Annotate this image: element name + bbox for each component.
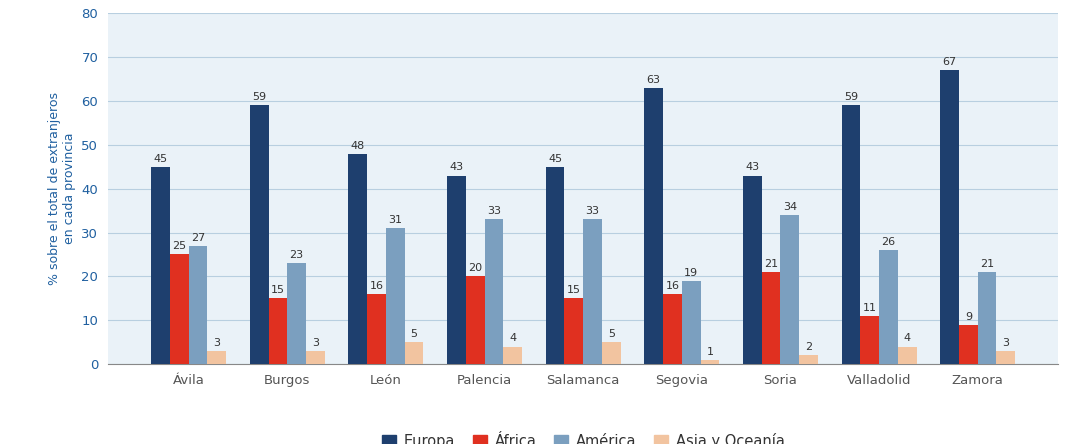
Bar (349, 154, 367, 364)
Text: 1: 1 (706, 347, 714, 357)
Bar (645, 88, 663, 364)
Text: 67: 67 (943, 57, 957, 67)
Text: 21: 21 (764, 259, 779, 269)
Bar (799, 355, 818, 364)
Bar (465, 276, 485, 364)
Text: 27: 27 (191, 233, 205, 242)
Bar (701, 360, 719, 364)
Bar (743, 175, 761, 364)
Bar (761, 272, 781, 364)
Bar (602, 342, 621, 364)
Bar (170, 254, 189, 364)
Bar (583, 219, 602, 364)
Bar (287, 263, 306, 364)
Bar (545, 167, 565, 364)
Text: 63: 63 (647, 75, 661, 85)
Bar (959, 325, 977, 364)
Text: 11: 11 (863, 303, 877, 313)
Bar (151, 167, 170, 364)
Text: 3: 3 (1002, 338, 1010, 348)
Bar (861, 316, 879, 364)
Text: 3: 3 (213, 338, 220, 348)
Text: 5: 5 (410, 329, 418, 339)
Text: 26: 26 (881, 237, 895, 247)
Bar (405, 342, 423, 364)
Text: 31: 31 (389, 215, 403, 225)
Text: 59: 59 (252, 92, 267, 102)
Text: 4: 4 (509, 333, 516, 344)
Text: 45: 45 (548, 154, 563, 164)
Bar (663, 294, 681, 364)
Text: 16: 16 (369, 281, 383, 291)
Text: 59: 59 (843, 92, 858, 102)
Bar (841, 105, 861, 364)
Text: 19: 19 (684, 268, 699, 278)
Bar (306, 351, 325, 364)
Bar (485, 219, 503, 364)
Text: 48: 48 (351, 141, 365, 151)
Y-axis label: % sobre el total de extranjeros
en cada provincia: % sobre el total de extranjeros en cada … (48, 92, 76, 285)
Text: 34: 34 (783, 202, 797, 212)
Text: 25: 25 (172, 242, 187, 251)
Bar (367, 294, 386, 364)
Text: 23: 23 (289, 250, 303, 260)
Bar (189, 246, 207, 364)
Text: 21: 21 (980, 259, 995, 269)
Text: 4: 4 (904, 333, 910, 344)
Text: 20: 20 (468, 263, 483, 274)
Text: 33: 33 (487, 206, 501, 216)
Bar (249, 105, 269, 364)
Bar (207, 351, 226, 364)
Text: 9: 9 (964, 312, 972, 321)
Bar (941, 70, 959, 364)
Bar (503, 347, 522, 364)
Bar (997, 351, 1015, 364)
Text: 33: 33 (585, 206, 599, 216)
Bar (447, 175, 465, 364)
Bar (386, 228, 405, 364)
Legend: Europa, África, América, Asia y Oceanía: Europa, África, América, Asia y Oceanía (376, 428, 791, 444)
Bar (879, 250, 897, 364)
Text: 3: 3 (312, 338, 319, 348)
Text: 15: 15 (271, 285, 285, 295)
Text: 43: 43 (745, 163, 759, 172)
Text: 45: 45 (153, 154, 167, 164)
Text: 15: 15 (567, 285, 581, 295)
Bar (269, 298, 287, 364)
Bar (781, 215, 799, 364)
Bar (681, 281, 701, 364)
Bar (977, 272, 997, 364)
Bar (897, 347, 917, 364)
Text: 5: 5 (608, 329, 615, 339)
Text: 2: 2 (805, 342, 812, 352)
Text: 16: 16 (665, 281, 679, 291)
Text: 43: 43 (449, 163, 463, 172)
Bar (565, 298, 583, 364)
